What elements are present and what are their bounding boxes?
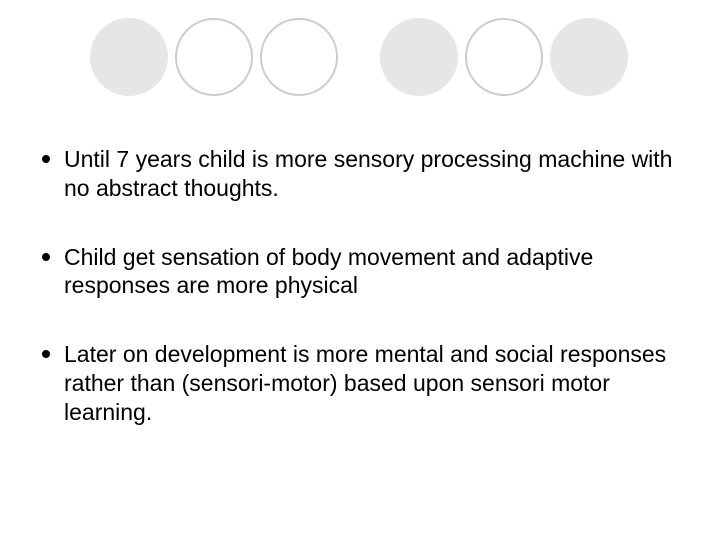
decorative-circle-icon [175, 18, 253, 96]
bullet-dot-icon [42, 350, 50, 358]
list-item: Child get sensation of body movement and… [42, 243, 680, 301]
bullet-text: Until 7 years child is more sensory proc… [64, 145, 680, 203]
bullet-dot-icon [42, 253, 50, 261]
decorative-circle-icon [260, 18, 338, 96]
decorative-circle-icon [380, 18, 458, 96]
bullet-text: Child get sensation of body movement and… [64, 243, 680, 301]
list-item: Later on development is more mental and … [42, 340, 680, 426]
decorative-circle-icon [90, 18, 168, 96]
decorative-circles-row [0, 18, 720, 108]
decorative-circle-icon [465, 18, 543, 96]
bullet-dot-icon [42, 155, 50, 163]
bullet-text: Later on development is more mental and … [64, 340, 680, 426]
decorative-circle-icon [550, 18, 628, 96]
list-item: Until 7 years child is more sensory proc… [42, 145, 680, 203]
bullet-list: Until 7 years child is more sensory proc… [42, 145, 680, 466]
